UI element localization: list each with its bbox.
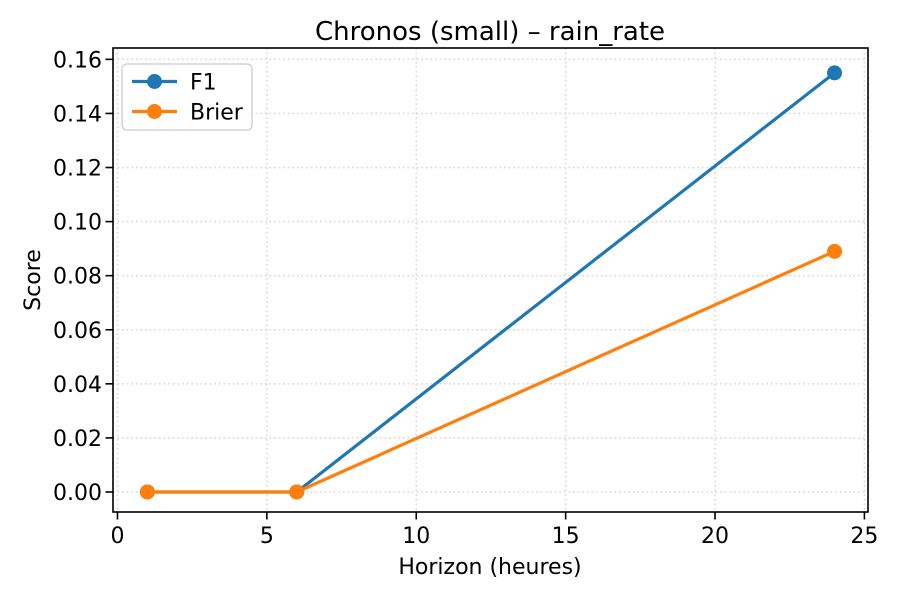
data-point-brier [289,484,305,500]
plot-frame [112,47,869,513]
y-tick-label: 0.04 [53,373,102,398]
data-point-f1 [827,65,843,81]
legend-marker-brier [147,104,162,119]
legend-marker-f1 [147,74,162,89]
data-point-brier [139,484,155,500]
y-axis-label: Score [21,249,46,311]
y-tick-label: 0.16 [53,48,102,73]
legend-label-brier: Brier [190,101,244,126]
series-line-f1 [147,71,836,494]
x-tick-label: 15 [552,524,580,549]
y-tick-label: 0.06 [53,319,102,344]
axes-layer: 0 5 10 15 20 25 0.00 0.02 0.04 0.06 0.08 0.10 0.12 0.… [53,47,878,549]
x-tick-label: 0 [110,524,124,549]
x-axis-label: Horizon (heures) [398,555,581,580]
y-tick-label: 0.10 [53,211,102,236]
y-tick-label: 0.02 [53,427,102,452]
x-tick-label: 5 [260,524,274,549]
series-layer [139,65,843,500]
legend-label-f1: F1 [190,71,217,96]
series-line-brier [147,249,836,494]
legend-layer: F1 Brier [121,63,253,131]
x-tick-label: 10 [402,524,430,549]
y-tick-label: 0.08 [53,265,102,290]
y-tick-label: 0.14 [53,102,102,127]
chart-title: Chronos (small) – rain_rate [315,17,665,47]
x-tick-label: 25 [850,524,878,549]
x-tick-label: 20 [701,524,729,549]
data-point-brier [827,243,843,259]
y-tick-label: 0.00 [53,481,102,506]
y-tick-label: 0.12 [53,157,102,182]
